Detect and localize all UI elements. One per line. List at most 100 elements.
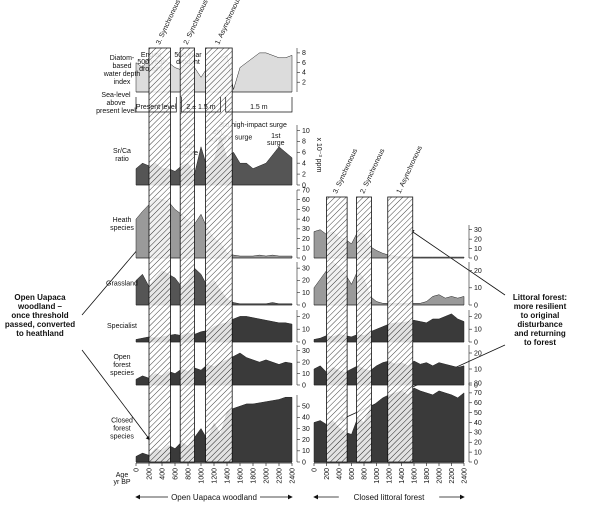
side-note-line: more resilient [514, 302, 567, 311]
side-note-line: to original [521, 311, 560, 320]
annotation: 3rd high-impact surge [219, 122, 287, 129]
y-tick-label: 0 [302, 255, 306, 262]
y-tick-label: 10 [474, 285, 482, 292]
panel-label: Sea-level above present level [96, 92, 136, 115]
x-tick-label: 1800 [251, 468, 258, 484]
side-note-line: woodland – [17, 302, 63, 311]
annotation-line: surge [267, 140, 285, 147]
side-note-line: passed, converted [5, 320, 75, 329]
y-tick-label: 20 [302, 314, 310, 321]
y-tick-label: 50 [474, 410, 482, 417]
y-axis-label: x 10⁻³ ppm [315, 138, 322, 173]
y-tick-label: 50 [302, 207, 310, 214]
x-tick-label: 1400 [399, 468, 406, 484]
y-tick-label: 20 [474, 350, 482, 357]
x-tick-label: 1200 [212, 468, 219, 484]
y-tick-label: 20 [302, 437, 310, 444]
x-axis-label-line: yr BP [113, 479, 130, 486]
y-tick-label: 2 [302, 171, 306, 178]
panel-label: Diatom-based water depth index [103, 55, 141, 86]
side-note-line: to forest [524, 338, 556, 347]
panel-label-line: Grassland [106, 281, 138, 288]
y-tick-label: 30 [474, 227, 482, 234]
x-tick-label: 1800 [424, 468, 431, 484]
y-tick-label: 70 [474, 390, 482, 397]
y-tick-label: 0 [474, 302, 478, 309]
x-tick-label: 1000 [374, 468, 381, 484]
panel-label: Open forest species [110, 354, 134, 377]
side-note-line: and returning [514, 329, 566, 338]
side-note-line: once threshold [11, 311, 68, 320]
x-tick-label: 800 [186, 468, 193, 480]
y-tick-label: 4 [302, 70, 306, 77]
panel-label-line: forest [113, 362, 131, 369]
y-tick-label: 0 [474, 339, 478, 346]
event-band [205, 47, 233, 463]
y-tick-label: 20 [474, 236, 482, 243]
panel-label-line: Open [113, 354, 130, 361]
panel-label-line: Closed [111, 418, 133, 425]
y-tick-label: 80 [474, 380, 482, 387]
title-bg [338, 491, 440, 503]
y-tick-label: 0 [302, 382, 306, 389]
y-tick-label: 30 [302, 265, 310, 272]
x-tick-label: 1200 [387, 468, 394, 484]
x-axis-label: Age yr BP [113, 472, 130, 486]
y-tick-label: 30 [302, 348, 310, 355]
y-tick-label: 40 [302, 415, 310, 422]
y-tick-label: 0 [474, 255, 478, 262]
x-tick-label: 400 [160, 468, 167, 480]
panel-title: Closed littoral forest [354, 493, 425, 502]
note-arrow [409, 229, 506, 296]
annotation: 2nd surge [221, 135, 252, 142]
panel-label-line: Sea-level [101, 92, 131, 99]
annotation: 1st surge [267, 133, 285, 147]
x-tick-label: 600 [173, 468, 180, 480]
y-tick-label: 10 [302, 327, 310, 334]
y-tick-label: 60 [302, 197, 310, 204]
x-tick-label: 1000 [199, 468, 206, 484]
sea-level-bracket [181, 97, 221, 113]
x-tick-label: 200 [324, 468, 331, 480]
event-band [387, 196, 414, 463]
y-tick-label: 0 [302, 339, 306, 346]
y-tick-label: 2 [302, 80, 306, 87]
sea-level-bracket [135, 97, 177, 113]
panel-label-line: species [110, 370, 134, 377]
x-tick-label: 1400 [225, 468, 232, 484]
panel-label-line: Heath [113, 217, 132, 224]
y-tick-label: 10 [302, 290, 310, 297]
event-band [356, 196, 372, 463]
y-tick-label: 10 [302, 448, 310, 455]
x-tick-label: 800 [362, 468, 369, 480]
side-note-line: disturbance [517, 320, 563, 329]
y-tick-label: 20 [302, 236, 310, 243]
panel-label: Sr/Ca ratio [113, 148, 131, 163]
panel-label-line: Specialist [107, 323, 137, 330]
panel-label-line: present level [96, 108, 136, 115]
panel-label: Closed forest species [110, 418, 134, 441]
sea-level-label: Present level [136, 104, 177, 111]
panel-label-line: Sr/Ca [113, 148, 131, 155]
y-tick-label: 8 [302, 50, 306, 57]
title-bg [168, 491, 260, 503]
side-note: Open Uapaca woodland – once threshold passe… [5, 293, 75, 338]
panel-label-line: above [106, 100, 125, 107]
x-tick-label: 2000 [264, 468, 271, 484]
y-tick-label: 20 [302, 359, 310, 366]
y-tick-label: 4 [302, 160, 306, 167]
panel-label: Grassland [106, 281, 138, 288]
y-tick-label: 10 [474, 246, 482, 253]
x-tick-label: 200 [147, 468, 154, 480]
panel-label-line: ratio [115, 156, 129, 163]
y-tick-label: 0 [302, 182, 306, 189]
y-tick-label: 10 [474, 327, 482, 334]
side-note-line: Open Uapaca [14, 293, 66, 302]
x-tick-label: 1600 [238, 468, 245, 484]
y-tick-label: 30 [302, 426, 310, 433]
x-tick-label: 2000 [437, 468, 444, 484]
y-tick-label: 6 [302, 150, 306, 157]
panel-label-line: species [110, 225, 134, 232]
x-tick-label: 600 [349, 468, 356, 480]
